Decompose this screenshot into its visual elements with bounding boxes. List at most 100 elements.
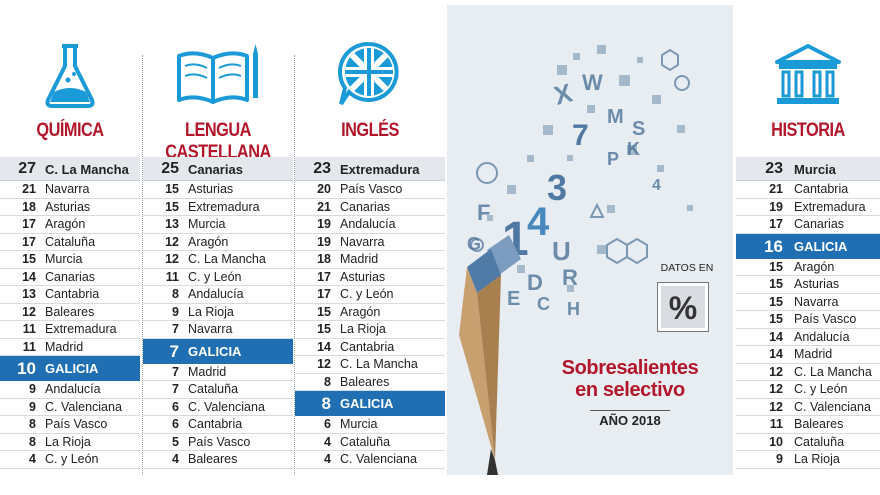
value: 10 <box>17 359 36 378</box>
value: 4 <box>324 452 331 466</box>
table-row: 12 C. y León <box>736 381 880 399</box>
table-row: 13 Murcia <box>143 216 293 234</box>
value: 7 <box>169 341 179 361</box>
subject-title: HISTORIA <box>771 120 845 141</box>
table-row: 4 Baleares <box>143 451 293 469</box>
headline-line-1: Sobresalientes <box>561 357 699 379</box>
value: 12 <box>165 252 179 266</box>
svg-text:7: 7 <box>572 119 589 152</box>
region: C. La Mancha <box>794 364 872 379</box>
table-row: 21 Cantabria <box>736 181 880 199</box>
table-row-top: 23 Murcia <box>736 157 880 181</box>
value: 12 <box>769 382 783 396</box>
table-row: 9 Andalucía <box>0 381 140 399</box>
table-row: 12 C. Valenciana <box>736 399 880 416</box>
region: C. Valenciana <box>340 452 417 466</box>
table-row: 4 C. y León <box>0 451 140 469</box>
region: Asturias <box>340 269 386 284</box>
table-row: 19 Andalucía <box>295 216 445 234</box>
table-row: 15 Navarra <box>736 294 880 311</box>
table-row: 15 Asturias <box>736 276 880 294</box>
value: 23 <box>313 160 331 177</box>
value: 17 <box>22 217 36 231</box>
value: 17 <box>769 217 783 231</box>
table-row: 7 Madrid <box>143 364 293 381</box>
region: Murcia <box>188 217 226 231</box>
percent-icon: % <box>657 282 709 332</box>
region: Extremadura <box>340 162 420 177</box>
table-row: 9 La Rioja <box>143 304 293 321</box>
value: 12 <box>22 304 36 319</box>
region: Murcia <box>794 162 836 177</box>
value: 12 <box>769 399 783 414</box>
region: Navarra <box>794 294 839 309</box>
value: 14 <box>317 339 331 354</box>
center-illustration: X W M S 7 3 4 1 F G U R D B E C H P K 4 <box>447 5 733 475</box>
region: Andalucía <box>340 217 396 231</box>
region: Andalucía <box>45 382 101 396</box>
value: 14 <box>769 347 783 361</box>
value: 4 <box>324 434 331 449</box>
value: 8 <box>324 374 331 389</box>
region: GALICIA <box>794 238 848 254</box>
museum-icon <box>736 40 880 118</box>
table-row: 9 C. Valenciana <box>0 399 140 416</box>
region: Canarias <box>188 162 243 177</box>
svg-text:X: X <box>551 77 576 111</box>
value: 16 <box>764 236 783 256</box>
table-row: 4 Cataluña <box>295 434 445 451</box>
value: 8 <box>29 434 36 449</box>
value: 19 <box>769 199 783 214</box>
region: C. Valenciana <box>45 399 122 414</box>
table-row: 4 C. Valenciana <box>295 451 445 469</box>
table-row: 6 Cantabria <box>143 416 293 434</box>
region: Asturias <box>794 277 840 291</box>
divider <box>294 55 295 475</box>
value: 15 <box>165 182 179 196</box>
value: 7 <box>172 364 179 379</box>
value: 20 <box>317 182 331 196</box>
table-row: 10 Cataluña <box>736 434 880 451</box>
region: La Rioja <box>45 434 91 449</box>
svg-text:U: U <box>552 236 571 266</box>
region: Baleares <box>340 374 390 389</box>
svg-text:S: S <box>632 118 645 140</box>
value: 15 <box>22 252 36 266</box>
value: 15 <box>317 304 331 319</box>
table-row: 6 Murcia <box>295 416 445 434</box>
stamp-label: DATOS EN <box>660 262 714 274</box>
table-row: 15 Aragón <box>736 259 880 276</box>
headline-line-2: en selectivo <box>575 379 685 401</box>
value: 21 <box>317 199 331 214</box>
column-lengua: LENGUA CASTELLANA 25 Canarias 15 Asturias… <box>143 0 293 495</box>
value: 4 <box>172 452 179 466</box>
region: La Rioja <box>340 322 386 336</box>
region: GALICIA <box>188 343 242 359</box>
region: Aragón <box>794 259 835 274</box>
table-row: 11 Baleares <box>736 416 880 434</box>
region: Extremadura <box>45 322 117 336</box>
region: Baleares <box>45 304 95 319</box>
region: La Rioja <box>188 304 234 319</box>
value: 15 <box>769 312 783 326</box>
value: 11 <box>769 417 783 431</box>
value: 15 <box>769 294 783 309</box>
region: Aragón <box>340 304 381 319</box>
svg-text:M: M <box>607 106 624 128</box>
table-row: 20 País Vasco <box>295 181 445 199</box>
value: 17 <box>317 287 331 301</box>
svg-text:W: W <box>582 70 603 95</box>
table-row: 8 Baleares <box>295 374 445 391</box>
table-row: 12 C. La Mancha <box>143 251 293 269</box>
column-historia: HISTORIA 23 Murcia 21 Cantabria 19 Extrema… <box>736 0 880 495</box>
region: Cataluña <box>794 434 845 449</box>
region: Madrid <box>340 252 379 266</box>
table-row: 12 Aragón <box>143 234 293 251</box>
value: 8 <box>321 394 331 413</box>
table-row-galicia: 8 GALICIA <box>295 391 445 416</box>
table-row: 15 Aragón <box>295 304 445 321</box>
region: Murcia <box>45 252 83 266</box>
table-row: 11 Madrid <box>0 339 140 356</box>
value: 15 <box>317 322 331 336</box>
region: Baleares <box>794 417 844 431</box>
